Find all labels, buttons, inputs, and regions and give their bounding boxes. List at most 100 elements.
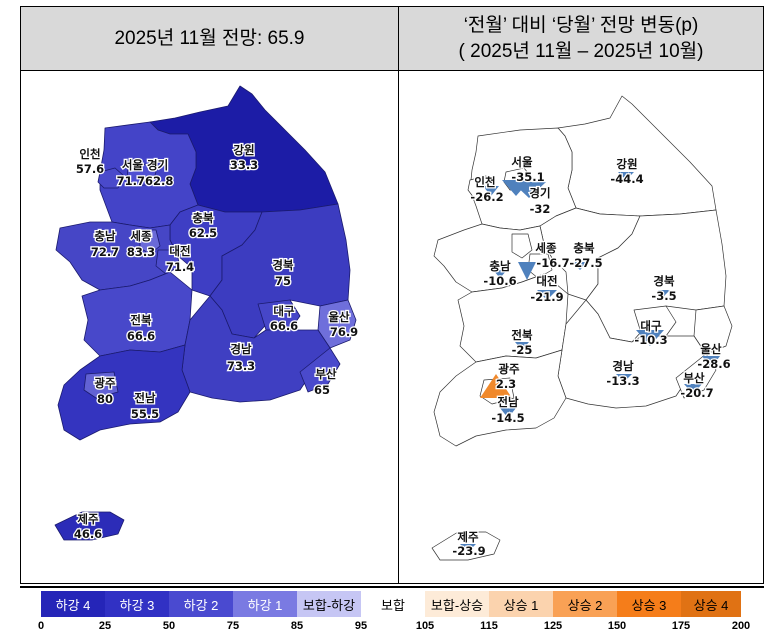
legend-tick-label: 25: [98, 620, 112, 632]
region-gwangju: [83, 371, 119, 399]
left-label-gyeongbuk-value: 75: [275, 274, 291, 288]
right-label-jeonnam-name: 전남: [497, 395, 519, 409]
left-label-sejong-value: 83.3: [127, 245, 155, 259]
left-map-labels: 인천 57.6 서울 경기 71.762.8 강원 33.3 충북 62.5 충…: [73, 142, 360, 543]
legend-tick-label: 115: [480, 620, 498, 632]
arrow-down-icon: [483, 186, 499, 196]
right-label-jeonnam-value: -14.5: [491, 411, 524, 425]
legend-tick-label: 50: [162, 620, 176, 632]
right-label-jeju-name: 제주: [457, 530, 479, 544]
legend-item: 보합-상승: [425, 591, 489, 617]
left-label-jeonbuk-name: 전북: [130, 313, 152, 327]
right-label-busan-value: -20.7: [680, 386, 713, 400]
right-label-seoul-value: -35.1: [511, 170, 544, 184]
arrow-down-icon: [684, 384, 702, 394]
legend-item: 상승 3: [617, 591, 681, 617]
left-label-gwangju-name: 광주: [94, 376, 116, 390]
left-label-gangwon-value: 33.3: [230, 158, 258, 172]
left-label-incheon-value: 57.6: [76, 162, 104, 176]
legend-tick-label: 150: [607, 620, 627, 632]
legend-item: 보합: [361, 591, 425, 617]
right-label-gyeongnam-value: -13.3: [606, 374, 639, 388]
right-region-gangwon: [557, 95, 717, 217]
arrow-down-icon: [515, 342, 529, 350]
region-seoul: [126, 163, 157, 187]
right-label-jeonbuk-name: 전북: [511, 328, 533, 342]
legend-ticks: 0 25 50 75 85 95 105 115 125 150 175 200: [0, 620, 782, 636]
legend-item: 상승 1: [489, 591, 553, 617]
right-map-arrows: [460, 172, 720, 552]
region-incheon: [97, 167, 125, 189]
right-label-daegu-value: -10.3: [634, 333, 667, 347]
right-label-gyeonggi-value: -32: [530, 202, 551, 216]
legend-item: 상승 2: [553, 591, 617, 617]
legend-tick-label: 75: [226, 620, 240, 632]
arrow-down-icon: [518, 262, 536, 280]
left-label-daegu-value: 66.6: [270, 319, 298, 333]
right-label-gyeongbuk-name: 경북: [653, 274, 675, 288]
right-panel-title-line2: ( 2025년 11월 – 2025년 10월): [458, 40, 704, 62]
left-panel-title: 2025년 11월 전망: 65.9: [114, 27, 305, 49]
legend-bar: 하강 4 하강 3 하강 2 하강 1 보합-하강 보합 보합-상승 상승 1 상승 2 상승 3…: [41, 591, 741, 617]
left-label-daejeon-value: 71.4: [166, 260, 194, 274]
legend-separator: [20, 586, 764, 588]
region-jeju: [54, 511, 125, 541]
arrow-down-icon: [702, 356, 720, 368]
right-panel-header: ‘전월’ 대비 ‘당월’ 전망 변동(p) ( 2025년 11월 – 2025…: [398, 7, 763, 71]
right-region-incheon: [467, 175, 495, 199]
left-label-jeonbuk-value: 66.6: [127, 329, 155, 343]
left-label-busan-name: 부산: [315, 367, 337, 381]
right-label-sejong-name: 세종: [535, 241, 557, 255]
region-daegu: [257, 299, 301, 331]
left-label-seoul-gyeonggi-name: 서울 경기: [122, 158, 168, 172]
right-label-incheon-value: -26.2: [470, 190, 503, 204]
right-label-gyeongnam-name: 경남: [612, 359, 634, 373]
right-label-jeonbuk-value: -25: [512, 343, 533, 357]
panel-divider: [398, 71, 399, 583]
left-panel-header: 2025년 11월 전망: 65.9: [21, 7, 398, 71]
region-gyeongbuk: [209, 203, 351, 339]
region-jeonnam: [57, 344, 191, 441]
left-label-chungnam-name: 충남: [94, 229, 116, 243]
legend-tick-label: 0: [37, 620, 45, 632]
right-label-daegu-name: 대구: [640, 319, 662, 333]
right-label-ulsan-name: 울산: [700, 342, 722, 356]
right-label-gyeongbuk-value: -3.5: [651, 289, 676, 303]
right-label-chungbuk-name: 충북: [573, 241, 595, 255]
legend-tick-label: 95: [354, 620, 368, 632]
right-region-gyeongnam: [557, 299, 707, 409]
left-label-daejeon-name: 대전: [169, 244, 190, 258]
arrow-down-icon: [537, 290, 557, 300]
legend-tick-label: 200: [731, 620, 751, 632]
left-label-sejong-name: 세종: [130, 229, 152, 243]
right-label-seoul-name: 서울: [511, 155, 533, 169]
legend-item: 하강 3: [105, 591, 169, 617]
arrow-down-icon: [618, 172, 634, 180]
legend-item: 하강 4: [41, 591, 105, 617]
region-sejong: [139, 229, 161, 255]
right-label-chungbuk-value: -27.5: [569, 256, 602, 270]
left-label-gyeongnam-name: 경남: [230, 342, 252, 356]
arrow-down-icon: [512, 182, 546, 198]
legend-item: 상승 4: [681, 591, 741, 617]
left-label-jeju-name: 제주: [77, 512, 99, 526]
left-label-chungbuk-value: 62.5: [189, 226, 217, 240]
right-map-labels: 서울 -35.1 인천 -26.2 경기 -32 강원 -44.4 세종 -16…: [451, 154, 732, 560]
right-label-gwangju-value: 2.3: [496, 377, 516, 391]
right-panel-title-line1: ‘전월’ 대비 ‘당월’ 전망 변동(p): [463, 14, 699, 36]
right-label-gangwon-value: -44.4: [610, 172, 643, 186]
arrow-down-icon: [572, 262, 588, 270]
right-label-jeju-value: -23.9: [452, 544, 485, 558]
left-label-chungbuk-name: 충북: [192, 211, 214, 225]
figure-frame: 2025년 11월 전망: 65.9 ‘전월’ 대비 ‘당월’ 전망 변동(p)…: [20, 6, 764, 584]
legend-item: 하강 1: [233, 591, 297, 617]
right-label-ulsan-value: -28.6: [697, 357, 730, 371]
right-label-chungnam-value: -10.6: [483, 274, 516, 288]
right-region-busan: [675, 353, 717, 399]
right-label-gwangju-name: 광주: [498, 362, 520, 376]
left-label-daegu-name: 대구: [273, 304, 295, 318]
left-label-gyeongbuk-name: 경북: [272, 258, 294, 272]
arrow-down-icon: [500, 408, 516, 418]
right-label-busan-name: 부산: [683, 371, 705, 385]
left-label-jeonnam-value: 55.5: [131, 407, 159, 421]
